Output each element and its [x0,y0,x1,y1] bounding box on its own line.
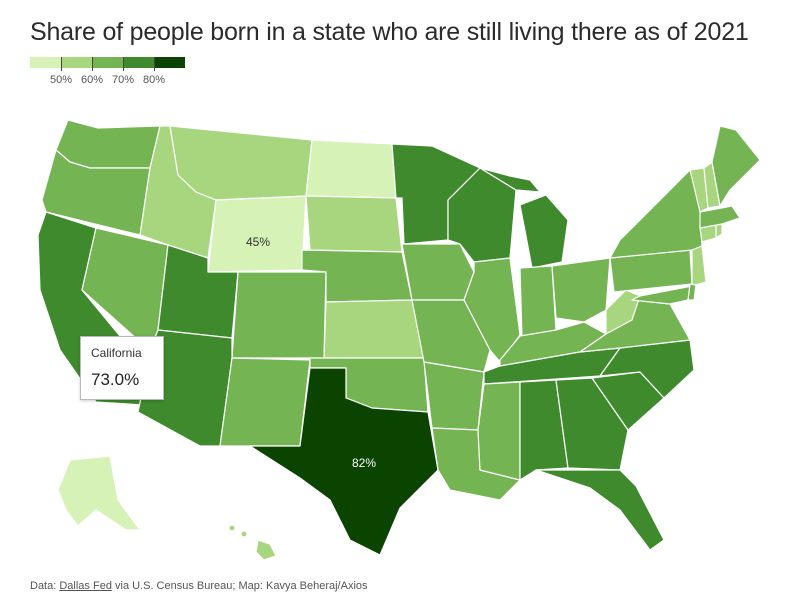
label-wyoming-value: 45% [246,235,270,249]
state-alabama[interactable] [519,379,569,481]
legend-swatch-4 [123,57,154,68]
state-colorado[interactable] [231,271,327,359]
state-washington[interactable] [55,119,161,169]
state-hawaii[interactable] [255,539,277,561]
state-kansas[interactable] [323,299,425,359]
state-new-mexico[interactable] [219,357,311,447]
legend-label-70: 70% [111,74,135,86]
state-indiana[interactable] [519,265,557,339]
state-south-dakota[interactable] [305,195,403,253]
source-link-dallas-fed[interactable]: Dallas Fed [59,580,112,592]
tooltip-state-value: 73.0% [91,370,140,389]
state-new-york[interactable] [609,169,703,259]
state-hawaii-island-2[interactable] [240,530,248,538]
state-maine[interactable] [711,125,761,207]
legend-color-bar [30,57,190,68]
label-texas-value: 82% [352,456,376,470]
legend-label-60: 60% [80,74,104,86]
state-tooltip: California 73.0% [80,336,164,400]
state-hawaii-island-1[interactable] [228,524,236,532]
state-illinois[interactable] [463,257,521,363]
state-florida[interactable] [535,469,665,551]
legend-label-50: 50% [49,74,73,86]
legend-tick-2 [92,57,93,71]
state-arkansas[interactable] [423,361,485,431]
source-note: Data: Dallas Fed via U.S. Census Bureau;… [30,580,368,592]
legend-swatch-5 [154,57,185,68]
source-prefix: Data: [30,580,60,592]
chart-title: Share of people born in a state who are … [30,18,749,46]
state-maryland[interactable] [631,285,693,305]
state-georgia[interactable] [555,377,629,471]
legend-swatch-1 [30,57,61,68]
state-mississippi[interactable] [477,381,521,481]
tooltip-state-name: California [91,346,142,360]
color-legend: 50% 60% 70% 80% [30,57,190,86]
state-delaware[interactable] [687,283,697,301]
state-michigan[interactable] [519,194,569,269]
state-new-jersey[interactable] [691,245,707,286]
state-west-virginia[interactable] [605,289,641,335]
legend-tick-1 [61,57,62,71]
legend-label-80: 80% [142,74,166,86]
state-texas[interactable] [249,367,439,556]
state-missouri[interactable] [411,299,491,373]
state-alaska[interactable] [57,455,141,531]
state-michigan-upper[interactable] [479,167,541,193]
legend-ticks: 50% 60% 70% 80% [30,57,190,86]
state-north-dakota[interactable] [305,139,397,199]
state-rhode-island[interactable] [715,223,723,239]
legend-swatch-2 [61,57,92,68]
legend-tick-3 [123,57,124,71]
legend-tick-4 [154,57,155,71]
state-massachusetts[interactable] [699,205,741,229]
state-wyoming[interactable] [207,195,307,273]
source-suffix: via U.S. Census Bureau; Map: Kavya Beher… [111,580,368,592]
state-ohio[interactable] [551,257,611,323]
legend-swatch-3 [92,57,123,68]
state-iowa[interactable] [401,243,475,301]
